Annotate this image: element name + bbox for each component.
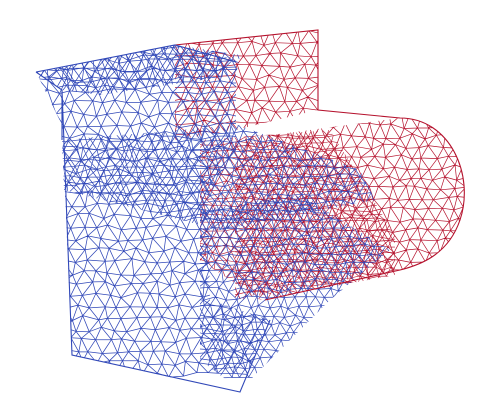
red-silhouette — [174, 29, 465, 301]
blue-silhouette — [35, 44, 271, 393]
red-cylinder-mesh — [235, 118, 465, 300]
